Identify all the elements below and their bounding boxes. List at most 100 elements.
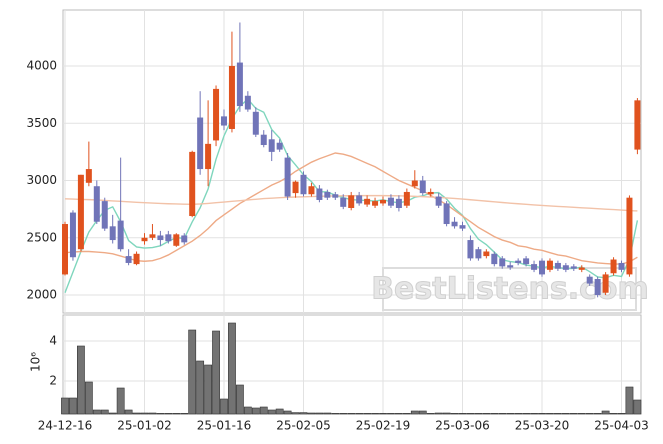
volume-bar xyxy=(69,397,77,415)
candle-body xyxy=(141,237,148,242)
volume-bar xyxy=(625,386,634,415)
volume-bar xyxy=(355,413,364,415)
candle-body xyxy=(578,267,585,270)
volume-bar xyxy=(426,413,435,415)
volume-bar xyxy=(371,413,379,415)
candle-body xyxy=(467,240,474,259)
volume-bar xyxy=(609,413,618,415)
candle-body xyxy=(77,174,84,250)
volume-bar xyxy=(402,413,411,415)
volume-bar xyxy=(514,413,523,415)
volume-bar xyxy=(466,413,475,415)
candle-body xyxy=(69,212,76,258)
candle-body xyxy=(562,265,569,270)
x-tick-label: 25-01-16 xyxy=(197,419,251,433)
moving-average-line xyxy=(64,152,638,265)
volume-bar xyxy=(546,413,554,415)
volume-bar xyxy=(220,398,228,415)
y-tick-label: 4000 xyxy=(26,58,57,72)
volume-bar xyxy=(530,413,538,415)
x-tick-label: 25-02-05 xyxy=(276,419,330,433)
candle-body xyxy=(523,258,530,265)
candle-body xyxy=(93,186,100,222)
volume-bar xyxy=(331,413,340,415)
volume-bar xyxy=(307,412,316,415)
volume-bar xyxy=(577,413,586,415)
x-tick-label: 25-01-02 xyxy=(117,419,171,433)
volume-bar xyxy=(172,413,181,415)
candle-body xyxy=(507,265,514,268)
candle-body xyxy=(284,157,291,197)
volume-bar xyxy=(61,397,69,415)
volume-bar xyxy=(228,322,236,415)
candle-body xyxy=(387,197,394,206)
volume-bar xyxy=(394,413,403,415)
volume-bar xyxy=(569,413,578,415)
volume-bar xyxy=(617,413,626,415)
candle-body xyxy=(395,198,402,208)
volume-bar xyxy=(164,413,173,415)
candle-body xyxy=(85,169,92,183)
volume-bar xyxy=(442,412,451,415)
candle-body xyxy=(236,62,243,107)
volume-bar xyxy=(275,408,284,415)
y-tick-label: 2 xyxy=(49,374,57,388)
candle-body xyxy=(117,220,124,250)
volume-bar xyxy=(188,329,197,415)
candle-body xyxy=(268,139,275,152)
candle-body xyxy=(618,262,625,270)
volume-bar xyxy=(251,407,260,415)
volume-bar xyxy=(212,330,220,415)
candle-body xyxy=(451,221,458,227)
y-tick-label: 2000 xyxy=(26,288,57,302)
volume-bar xyxy=(553,413,562,415)
candle-body xyxy=(459,225,466,229)
candle-body xyxy=(483,251,490,257)
volume-bar xyxy=(259,406,268,415)
candle-body xyxy=(221,116,227,126)
volume-bar xyxy=(84,381,93,415)
candle-body xyxy=(292,181,299,194)
candle-body xyxy=(594,278,601,296)
candle-body xyxy=(308,186,315,195)
candle-body xyxy=(213,88,220,141)
candle-body xyxy=(356,195,363,204)
volume-bar xyxy=(450,413,459,415)
candle-body xyxy=(125,256,132,263)
volume-bar xyxy=(434,412,443,415)
candle-body xyxy=(165,234,172,242)
watermark-box xyxy=(382,267,637,311)
candle-body xyxy=(332,194,339,198)
candle-body xyxy=(197,117,204,170)
candle-body xyxy=(133,253,140,265)
volume-bar xyxy=(633,399,642,415)
volume-bar xyxy=(299,412,308,415)
candle-body xyxy=(602,274,609,293)
candle-body xyxy=(626,197,633,275)
x-tick-label: 25-03-06 xyxy=(435,419,489,433)
candle-body xyxy=(348,195,355,208)
candle-body xyxy=(499,258,506,267)
candle-body xyxy=(411,180,418,187)
volume-bar xyxy=(140,412,149,415)
candle-body xyxy=(228,65,235,129)
volume-bar xyxy=(522,413,530,415)
candle-body xyxy=(491,253,498,265)
candle-body xyxy=(380,199,386,204)
volume-bar xyxy=(347,413,356,415)
volume-bar xyxy=(156,413,165,415)
candle-body xyxy=(157,235,164,241)
candle-body xyxy=(205,143,212,170)
candle-body xyxy=(101,201,108,229)
candle-body xyxy=(427,191,434,195)
candle-body xyxy=(372,201,379,206)
candle-body xyxy=(109,226,116,241)
y-axis-label: 10⁶ xyxy=(29,352,43,372)
candle-body xyxy=(300,174,307,195)
volume-bar xyxy=(498,413,507,415)
volume-bar xyxy=(132,412,141,415)
candle-body xyxy=(634,100,641,150)
candle-body xyxy=(403,191,410,206)
volume-bar xyxy=(490,413,499,415)
